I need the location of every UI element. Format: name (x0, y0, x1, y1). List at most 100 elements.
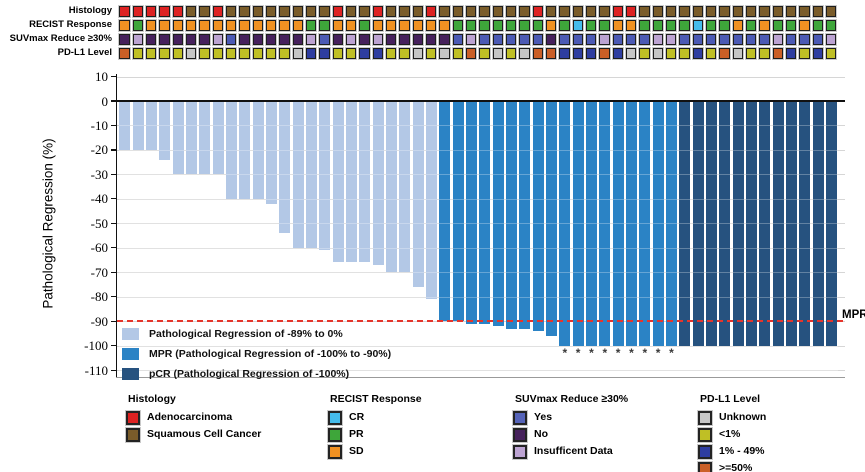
annotation-cell-recist (719, 20, 730, 31)
annotation-cell-histology (239, 6, 250, 17)
annotation-cell-suvmax (199, 34, 210, 45)
annotation-cell-pdl1 (425, 48, 437, 59)
zero-baseline (116, 99, 845, 103)
annotation-cell-suvmax (359, 34, 370, 45)
legend-swatch-recist (328, 445, 342, 459)
annotation-cell-pdl1 (319, 48, 330, 59)
y-tick-label: 10 (95, 69, 108, 85)
annotation-cell-pdl1 (199, 48, 210, 59)
annotation-cell-recist (452, 20, 464, 31)
annotation-cell-suvmax (479, 34, 490, 45)
bar (319, 101, 331, 251)
annotation-cell-recist (439, 20, 450, 31)
annotation-cell-suvmax (665, 34, 677, 45)
legend-label-pdl1: <1% (719, 428, 741, 440)
annotation-cell-suvmax (652, 34, 664, 45)
annotation-cell-histology (532, 6, 544, 17)
annotation-cell-suvmax (385, 34, 397, 45)
annotation-cell-pdl1 (545, 48, 557, 59)
annotation-cell-pdl1 (559, 48, 570, 59)
gridline-overlay (119, 149, 838, 151)
annotation-cell-recist (625, 20, 637, 31)
annotation-cell-suvmax (545, 34, 557, 45)
annotation-cell-suvmax (719, 34, 730, 45)
annotation-cell-suvmax (319, 34, 330, 45)
annotation-cell-pdl1 (599, 48, 610, 59)
annotation-cell-histology (665, 6, 677, 17)
gridline-overlay (119, 125, 838, 127)
annotation-cell-pdl1 (159, 48, 170, 59)
y-axis-title: Pathological Regression (%) (40, 138, 56, 309)
y-tick-label: -70 (90, 264, 108, 280)
legend-swatch-pdl1 (698, 445, 712, 459)
annotation-cell-recist (185, 20, 197, 31)
annotation-cell-histology (572, 6, 584, 17)
annotation-cell-suvmax (452, 34, 464, 45)
annotation-cell-suvmax (812, 34, 824, 45)
annotation-cell-histology (732, 6, 744, 17)
annotation-cell-pdl1 (665, 48, 677, 59)
legend-swatch-suvmax (513, 445, 527, 459)
annotation-cell-recist (732, 20, 744, 31)
annotation-cell-suvmax (732, 34, 744, 45)
annotation-cell-recist (132, 20, 144, 31)
annotation-cell-suvmax (639, 34, 650, 45)
annotation-cell-histology (199, 6, 210, 17)
annotation-cell-suvmax (492, 34, 504, 45)
annotation-cell-histology (305, 6, 317, 17)
annotation-cell-histology (825, 6, 837, 17)
bar (612, 101, 624, 346)
annotation-cell-suvmax (119, 34, 130, 45)
gridline-overlay (119, 296, 838, 298)
annotation-cell-histology (745, 6, 757, 17)
annotation-cell-recist (692, 20, 704, 31)
annotation-cell-histology (372, 6, 384, 17)
annotation-cell-suvmax (185, 34, 197, 45)
y-tick-mark (111, 345, 116, 347)
annotation-cell-pdl1 (185, 48, 197, 59)
annotation-cell-recist (812, 20, 824, 31)
bar (585, 101, 597, 346)
annotation-cell-recist (159, 20, 170, 31)
y-tick-label: -20 (90, 142, 108, 158)
annotation-cell-suvmax (799, 34, 810, 45)
annotation-cell-histology (652, 6, 664, 17)
annotation-cell-histology (599, 6, 610, 17)
gridline-overlay (119, 370, 838, 372)
annotation-cell-pdl1 (505, 48, 517, 59)
legend-swatch-suvmax (513, 428, 527, 442)
annotation-cell-pdl1 (172, 48, 184, 59)
annotation-cell-suvmax (159, 34, 170, 45)
annotation-cell-pdl1 (679, 48, 690, 59)
legend-group-title-suvmax: SUVmax Reduce ≥30% (515, 393, 629, 405)
y-tick-label: -10 (90, 117, 108, 133)
annotation-cell-recist (759, 20, 770, 31)
bar (732, 101, 744, 346)
bar (692, 101, 704, 346)
annotation-cell-histology (159, 6, 170, 17)
asterisk: * (669, 346, 674, 360)
annotation-cell-histology (519, 6, 530, 17)
annotation-cell-histology (759, 6, 770, 17)
bar (119, 101, 131, 150)
bar (572, 101, 584, 346)
annotation-cell-histology (132, 6, 144, 17)
annotation-cell-pdl1 (612, 48, 624, 59)
bar (625, 101, 637, 346)
annotation-cell-recist (385, 20, 397, 31)
bar (399, 101, 411, 273)
annotation-cell-pdl1 (799, 48, 810, 59)
annotation-cell-pdl1 (812, 48, 824, 59)
gridline (117, 76, 845, 78)
annotation-cell-recist (545, 20, 557, 31)
legend-swatch (122, 368, 139, 380)
annotation-cell-pdl1 (572, 48, 584, 59)
y-tick-label: -110 (84, 362, 108, 378)
y-tick-mark (111, 296, 116, 298)
bar (825, 101, 837, 346)
y-tick-label: -30 (90, 166, 108, 182)
annotation-cell-histology (172, 6, 184, 17)
legend-label: pCR (Pathological Regression of -100%) (149, 368, 350, 380)
annotation-cell-pdl1 (252, 48, 264, 59)
annotation-cell-suvmax (239, 34, 250, 45)
